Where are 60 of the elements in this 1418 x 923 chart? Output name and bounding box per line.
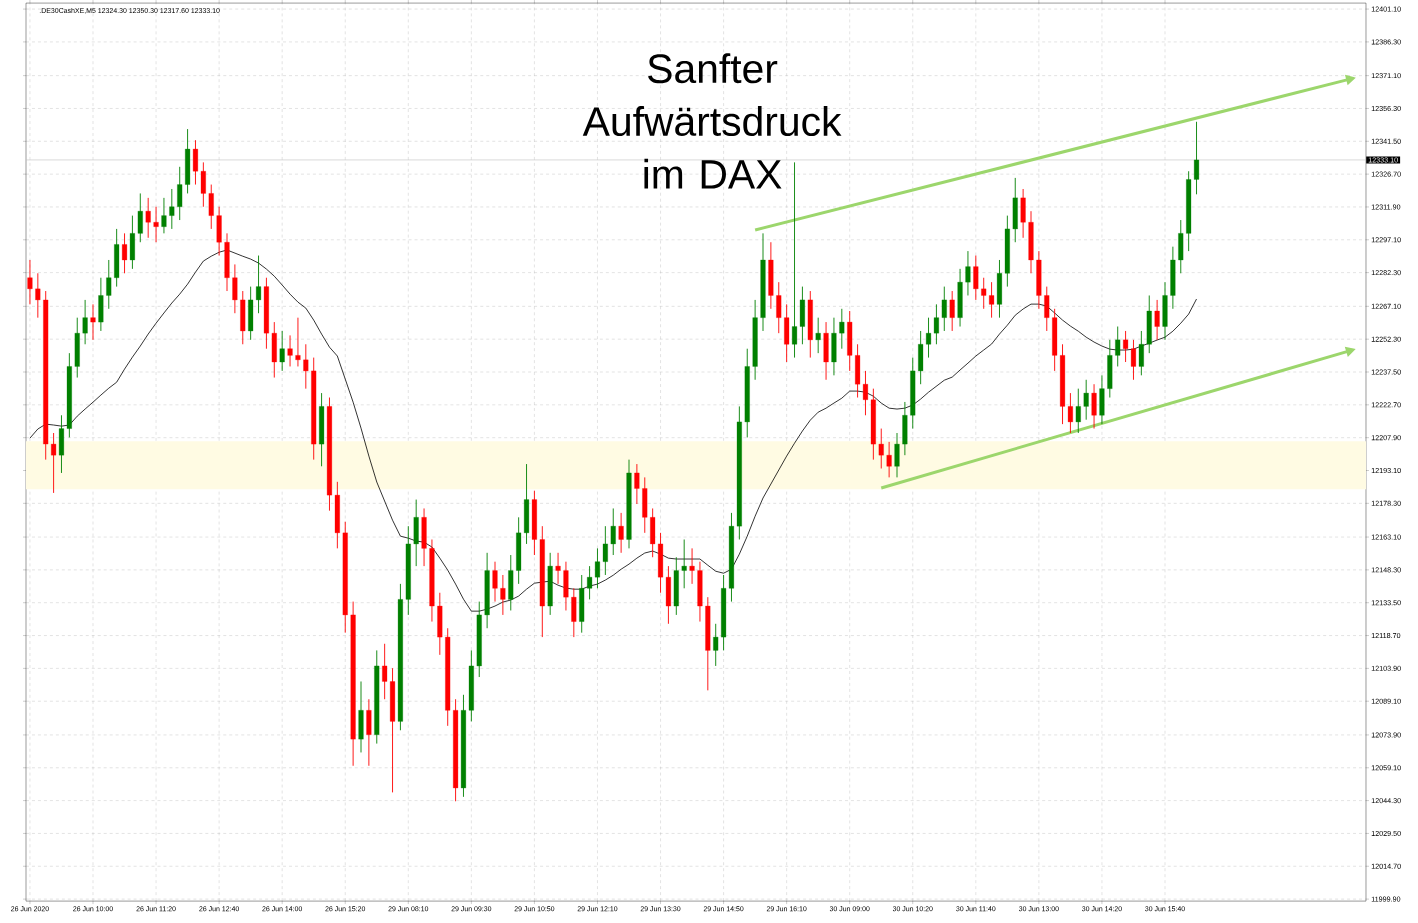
candlestick [1115, 326, 1121, 367]
candlestick [1138, 330, 1144, 376]
candlestick [82, 299, 88, 345]
candlestick [981, 277, 987, 310]
candlestick [153, 206, 159, 243]
candlestick [1091, 383, 1097, 429]
candlestick [137, 192, 143, 243]
candlestick [618, 512, 624, 554]
candlestick [894, 432, 900, 478]
candlestick [1154, 299, 1160, 341]
candlestick [941, 286, 947, 332]
candlestick [200, 161, 206, 208]
candlestick [232, 263, 238, 314]
candlestick [51, 432, 57, 494]
candlestick [279, 330, 285, 372]
candlestick [587, 565, 593, 600]
candlestick [815, 317, 821, 354]
candlestick [965, 250, 971, 296]
candlestick [492, 561, 498, 603]
candlestick [973, 255, 979, 301]
candlestick [1130, 339, 1136, 381]
candlestick [192, 139, 198, 185]
candlestick [1123, 330, 1129, 363]
candlestick [256, 255, 262, 314]
candlestick [382, 643, 388, 700]
candlestick [933, 303, 939, 345]
candlestick [610, 507, 616, 556]
candlestick [1075, 388, 1081, 434]
candlestick [555, 552, 561, 585]
candlestick [177, 166, 183, 221]
candlestick [169, 188, 175, 230]
candlestick [106, 259, 112, 310]
candlestick [878, 428, 884, 469]
candlestick [1083, 379, 1089, 421]
candlestick [602, 525, 608, 576]
candlestick [713, 623, 719, 667]
candlestick [295, 317, 301, 367]
candlestick [500, 574, 506, 616]
candlestick [634, 463, 640, 505]
candlestick [122, 232, 128, 274]
candlestick [35, 272, 41, 319]
candlestick [989, 281, 995, 319]
candlestick [949, 290, 955, 332]
candlestick [594, 547, 600, 589]
candlestick [303, 343, 309, 390]
candlestick [161, 197, 167, 234]
candlestick [208, 184, 214, 230]
text: Sanfter Aufwärtsdruck im DAX [582, 53, 842, 189]
candlestick [926, 317, 932, 358]
candlestick [839, 308, 845, 350]
candlestick [886, 441, 892, 478]
candlestick [681, 539, 687, 589]
candlestick [27, 259, 33, 305]
candlestick [90, 303, 96, 341]
candlestick [145, 197, 151, 239]
candlestick [776, 281, 782, 334]
candlestick [689, 547, 695, 585]
candlestick [287, 334, 293, 367]
candlestick [1194, 121, 1200, 195]
candlestick [1044, 286, 1050, 332]
